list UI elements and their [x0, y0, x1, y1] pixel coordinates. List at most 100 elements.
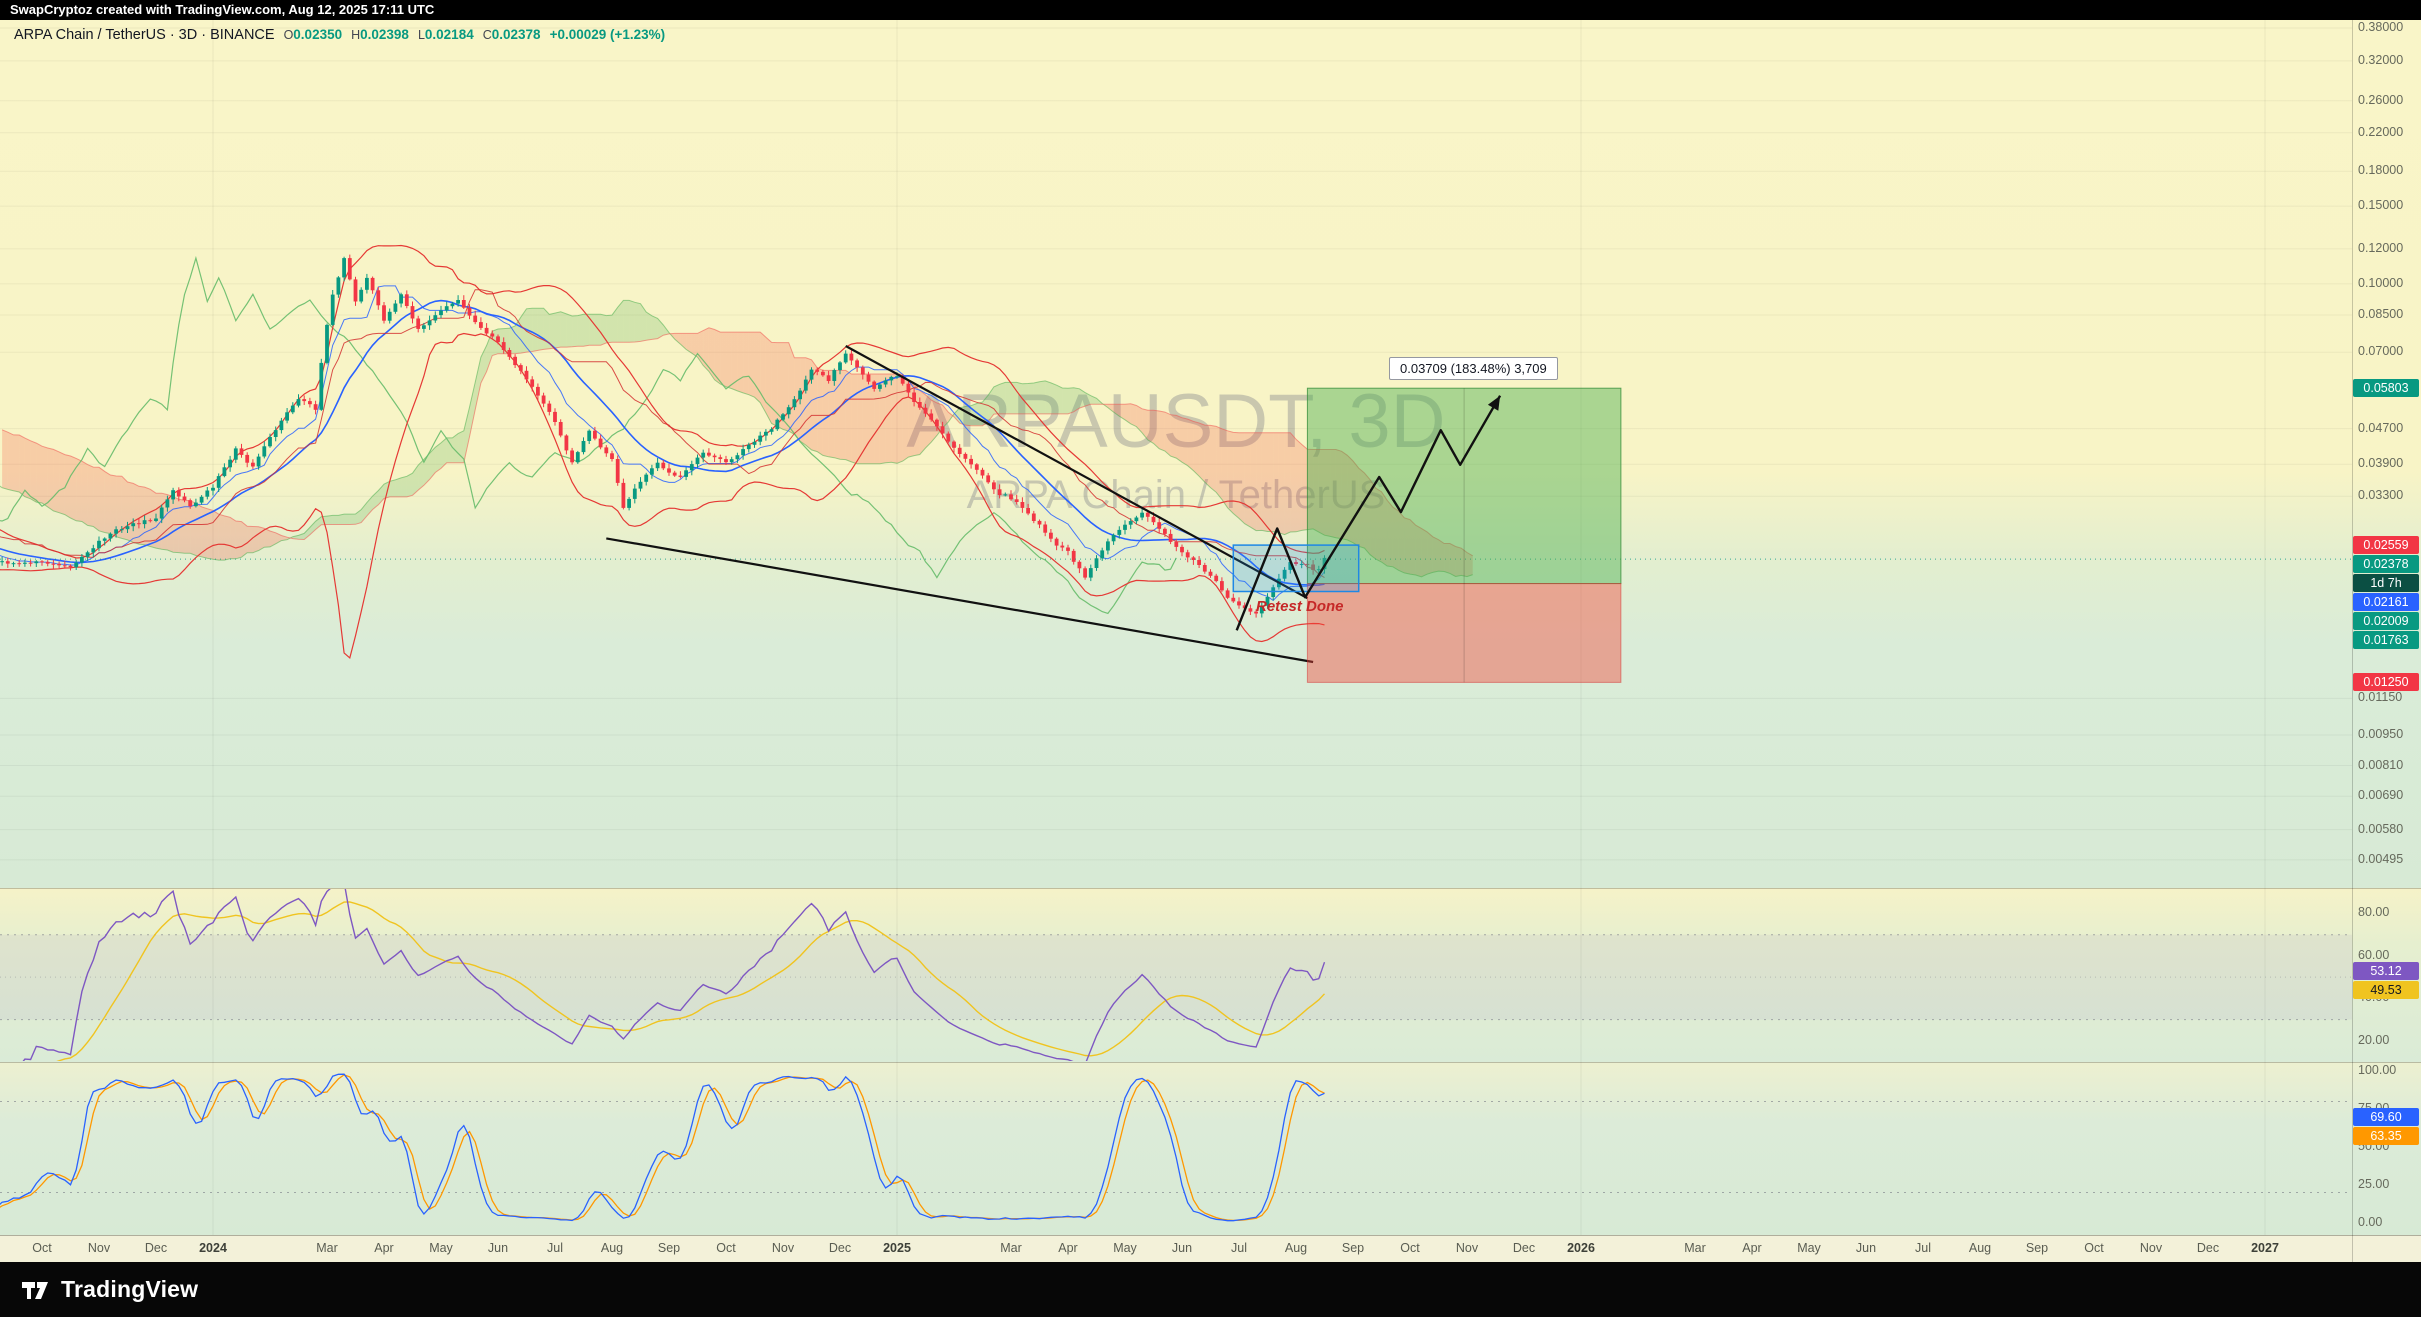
month-label: Nov [1455, 1241, 1479, 1255]
price-tick-label: 0.10000 [2358, 275, 2404, 290]
ichimoku-lagging-span [0, 255, 1177, 615]
stoch-k-value-badge: 69.60 [2353, 1108, 2419, 1127]
month-label: Aug [600, 1241, 624, 1255]
retest-done-label[interactable]: Retest Done [1256, 598, 1344, 615]
month-label: Oct [2084, 1241, 2104, 1255]
ohlc-low: L0.02184 [418, 26, 474, 44]
month-label: Sep [1341, 1241, 1365, 1255]
year-label: 2026 [1567, 1241, 1595, 1255]
export-attribution-text: SwapCryptoz created with TradingView.com… [10, 2, 435, 17]
price-tick-label: 0.32000 [2358, 52, 2404, 67]
price-tick-label: 0.00580 [2358, 821, 2404, 836]
rsi-ma-value-badge: 49.53 [2353, 980, 2419, 999]
upper-level-badge: 0.02559 [2353, 536, 2419, 555]
ichimoku-baseline-lines [0, 285, 1325, 602]
projection-arrowhead [1487, 395, 1501, 411]
month-label: Nov [2139, 1241, 2163, 1255]
stoch-tick-label: 25.00 [2358, 1176, 2390, 1191]
candlesticks [0, 254, 1327, 618]
bar-countdown-badge: 1d 7h [2353, 574, 2419, 593]
ohlc-open-value: 0.02350 [293, 27, 343, 42]
trendline-lower[interactable] [606, 537, 1314, 664]
stoch-d-value-badge: 63.35 [2353, 1127, 2419, 1146]
year-label: 2025 [883, 1241, 911, 1255]
projection-path[interactable] [1235, 395, 1502, 631]
price-tick-label: 0.26000 [2358, 92, 2404, 107]
month-label: Aug [1284, 1241, 1308, 1255]
month-label: Oct [32, 1241, 52, 1255]
price-tick-label: 0.00950 [2358, 726, 2404, 741]
ichimoku-level-badge: 0.01763 [2353, 631, 2419, 650]
profit-target-callout[interactable]: 0.03709 (183.48%) 3,709 [1389, 357, 1558, 380]
rsi-tick-label: 20.00 [2358, 1032, 2390, 1047]
ohlc-high-value: 0.02398 [360, 27, 409, 42]
tradingview-logo-icon[interactable] [20, 1275, 50, 1305]
long-position-tool[interactable] [1306, 387, 1622, 683]
main-price-pane[interactable] [0, 20, 2421, 888]
chart-canvas[interactable] [0, 0, 2421, 1262]
pane-separator[interactable] [0, 888, 2421, 889]
month-label: Dec [144, 1241, 168, 1255]
ohlc-open: O0.02350 [284, 26, 343, 44]
time-axis-strip[interactable] [0, 1235, 2421, 1262]
month-label: Oct [716, 1241, 736, 1255]
price-tick-label: 0.08500 [2358, 307, 2404, 321]
price-tick-label: 0.07000 [2358, 344, 2404, 359]
price-tick-label: 0.12000 [2358, 240, 2404, 255]
month-label: Mar [1684, 1241, 1706, 1255]
month-label: Nov [87, 1241, 111, 1255]
month-label: Dec [2196, 1241, 2220, 1255]
month-label: Aug [1968, 1241, 1992, 1255]
rsi-plot [0, 889, 2352, 1061]
tradingview-brand[interactable]: TradingView [61, 1276, 199, 1302]
month-label: May [1113, 1241, 1137, 1255]
rsi-tick-label: 80.00 [2358, 905, 2390, 920]
watermark-description: ARPA Chain / TetherUS [966, 473, 1386, 517]
price-tick-label: 0.15000 [2358, 198, 2404, 213]
bollinger-bands [0, 244, 1325, 659]
price-tick-label: 0.03900 [2358, 456, 2404, 471]
price-tick-label: 0.04700 [2358, 420, 2404, 435]
month-label: Dec [1512, 1241, 1536, 1255]
ohlc-low-label: L [417, 28, 425, 42]
price-tick-label: 0.38000 [2358, 20, 2404, 34]
stochastic-pane[interactable] [0, 1062, 2421, 1235]
ohlc-high: H0.02398 [351, 26, 409, 44]
month-label: Sep [2025, 1241, 2049, 1255]
month-label: May [1797, 1241, 1821, 1255]
month-label: Apr [1742, 1241, 1762, 1255]
ohlc-close-label: C [482, 28, 492, 42]
price-tick-label: 0.01150 [2358, 690, 2403, 705]
trendline-upper[interactable] [845, 345, 1308, 600]
month-label: Dec [828, 1241, 852, 1255]
ohlc-close: C0.02378 [483, 26, 541, 44]
month-label: Apr [374, 1241, 394, 1255]
stop-price-badge: 0.01250 [2353, 673, 2419, 692]
year-label: 2024 [199, 1241, 227, 1255]
month-label: Jul [547, 1241, 563, 1255]
symbol-watermark: ARPAUSDT, 3D ARPA Chain / TetherUS [0, 378, 2352, 518]
month-label: Mar [1000, 1241, 1022, 1255]
month-label: Mar [316, 1241, 338, 1255]
rsi-pane[interactable] [0, 888, 2421, 1062]
price-tick-label: 0.00690 [2358, 788, 2404, 803]
price-axis-separator [2352, 20, 2353, 1262]
grid [0, 20, 2352, 1235]
export-header-bar: SwapCryptoz created with TradingView.com… [0, 0, 2421, 20]
price-tick-label: 0.22000 [2358, 124, 2404, 139]
pane-separator[interactable] [0, 1062, 2421, 1063]
last-price-badge: 0.02378 [2353, 555, 2419, 574]
target-price-badge: 0.05803 [2353, 379, 2419, 398]
price-change: +0.00029 (+1.23%) [549, 27, 666, 42]
month-label: Jun [487, 1241, 509, 1255]
month-label: Oct [1400, 1241, 1420, 1255]
symbol-title[interactable]: ARPA Chain / TetherUS · 3D · BINANCE [14, 27, 275, 43]
month-label: May [429, 1241, 453, 1255]
rsi-value-badge: 53.12 [2353, 961, 2419, 980]
entry-zone-box[interactable] [1232, 544, 1360, 593]
ohlc-close-value: 0.02378 [491, 27, 541, 42]
ohlc-open-label: O [283, 28, 294, 42]
stoch-tick-label: 0.00 [2358, 1214, 2383, 1229]
month-label: Sep [657, 1241, 681, 1255]
